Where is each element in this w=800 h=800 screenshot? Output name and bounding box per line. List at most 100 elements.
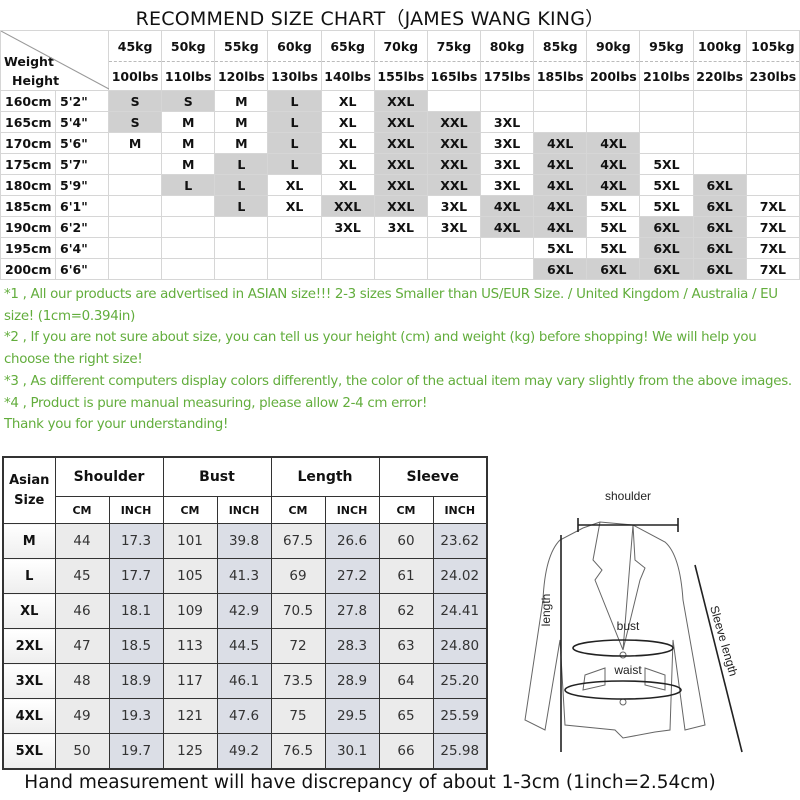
size-row: 185cm 6'1" L XL XXL XXL 3XL 4XL 4XL 5XL 5XL 6XL 7XL: [0, 195, 800, 217]
size-cell: 4XL: [586, 132, 641, 154]
size-cell: M: [214, 90, 269, 112]
measurement-value: 61: [378, 558, 434, 594]
size-cell: [161, 216, 216, 238]
size-cell: [479, 90, 535, 112]
size-cell: [267, 258, 322, 280]
size-cell: 6XL: [586, 258, 641, 280]
height-cm: 180cm: [0, 174, 56, 196]
size-cell: [745, 111, 800, 133]
weight-kg-header: 70kg: [373, 30, 428, 62]
height-cm: 160cm: [0, 90, 56, 112]
measurement-value: 17.7: [108, 558, 164, 594]
weight-lbs-header: 155lbs: [373, 61, 428, 91]
size-name: 2XL: [2, 628, 56, 664]
shoulder-measure-line: [577, 518, 679, 532]
size-cell: L: [267, 132, 322, 154]
shoulder-label: shoulder: [605, 489, 651, 503]
weight-kg-header: 90kg: [586, 30, 641, 62]
height-cm: 165cm: [0, 111, 56, 133]
size-cell: XXL: [426, 153, 482, 175]
measurement-table: Asian Size Shoulder Bust Length Sleeve CM INCH C…: [2, 456, 488, 770]
size-cell: 5XL: [639, 174, 694, 196]
weight-lbs-header: 100lbs: [108, 61, 163, 91]
measurement-row: M 44 17.3 101 39.8 67.5 26.6 60 23.62: [2, 523, 488, 559]
unit-cm: CM: [54, 496, 110, 524]
size-name: L: [2, 558, 56, 594]
measurement-value: 69: [270, 558, 326, 594]
size-cell: L: [267, 90, 322, 112]
size-cell: [586, 90, 641, 112]
size-cell: 6XL: [692, 258, 747, 280]
size-cell: M: [214, 111, 269, 133]
size-cell: 5XL: [639, 153, 694, 175]
measurement-value: 70.5: [270, 593, 326, 629]
size-cell: [479, 237, 535, 259]
note-item: *2 , If you are not sure about size, you…: [4, 330, 757, 368]
size-cell: [108, 195, 163, 217]
weight-lbs-header: 220lbs: [692, 61, 747, 91]
size-cell: 4XL: [479, 195, 535, 217]
weight-kg-header: 50kg: [161, 30, 216, 62]
group-header-bust: Bust: [162, 456, 272, 497]
size-cell: 7XL: [745, 195, 800, 217]
jacket-lapel: [592, 521, 646, 651]
size-cell: 4XL: [479, 216, 535, 238]
measurement-value: 18.1: [108, 593, 164, 629]
height-ft: 6'6": [54, 258, 110, 280]
size-cell: XL: [320, 174, 375, 196]
note-item: Thank you for your understanding!: [4, 417, 229, 433]
measurement-value: 25.59: [432, 698, 488, 734]
size-cell: 6XL: [692, 216, 747, 238]
height-ft: 6'4": [54, 237, 110, 259]
page-title: RECOMMEND SIZE CHART（JAMES WANG KING）: [135, 8, 605, 30]
size-cell: M: [161, 132, 216, 154]
size-cell: [320, 258, 375, 280]
sleeve-measure-line: [694, 564, 743, 753]
size-cell: [745, 132, 800, 154]
size-cell: XXL: [373, 153, 428, 175]
size-cell: [533, 90, 588, 112]
weight-lbs-header: 175lbs: [479, 61, 535, 91]
weight-lbs-header: 140lbs: [320, 61, 375, 91]
measurement-value: 23.62: [432, 523, 488, 559]
size-cell: S: [108, 111, 163, 133]
measurement-value: 105: [162, 558, 218, 594]
measurement-value: 17.3: [108, 523, 164, 559]
size-cell: 3XL: [479, 174, 535, 196]
measurement-value: 29.5: [324, 698, 380, 734]
height-cm: 185cm: [0, 195, 56, 217]
height-cm: 200cm: [0, 258, 56, 280]
unit-header-row: CM INCH CM INCH CM INCH CM INCH: [3, 496, 488, 524]
note-item: *3 , As different computers display colo…: [4, 373, 792, 389]
group-header-shoulder: Shoulder: [54, 456, 164, 497]
height-ft: 6'2": [54, 216, 110, 238]
measurement-value: 75: [270, 698, 326, 734]
measurement-value: 50: [54, 733, 110, 770]
size-cell: 3XL: [426, 195, 482, 217]
weight-kg-header: 60kg: [267, 30, 322, 62]
notes: *1 , All our products are advertised in …: [4, 284, 796, 436]
size-cell: [108, 216, 163, 238]
height-cm: 190cm: [0, 216, 56, 238]
size-cell: L: [161, 174, 216, 196]
jacket-outline: [524, 521, 706, 739]
weight-label: Weight: [4, 54, 54, 69]
measurement-value: 46.1: [216, 663, 272, 699]
size-cell: 6XL: [692, 237, 747, 259]
note-item: *4 , Product is pure manual measuring, p…: [4, 395, 428, 411]
size-cell: 4XL: [533, 174, 588, 196]
size-name: 5XL: [2, 733, 56, 770]
size-cell: [639, 132, 694, 154]
sleeve-length-label: Sleeve length: [707, 604, 741, 678]
size-cell: XXL: [373, 90, 428, 112]
size-cell: XXL: [426, 132, 482, 154]
size-cell: [267, 216, 322, 238]
weight-lbs-header: 110lbs: [161, 61, 216, 91]
measurement-row: XL 46 18.1 109 42.9 70.5 27.8 62 24.41: [2, 593, 488, 629]
measurement-value: 66: [378, 733, 434, 770]
size-cell: 6XL: [639, 237, 694, 259]
size-cell: [373, 237, 428, 259]
size-cell: XXL: [373, 174, 428, 196]
size-cell: 5XL: [586, 216, 641, 238]
size-cell: S: [161, 90, 216, 112]
